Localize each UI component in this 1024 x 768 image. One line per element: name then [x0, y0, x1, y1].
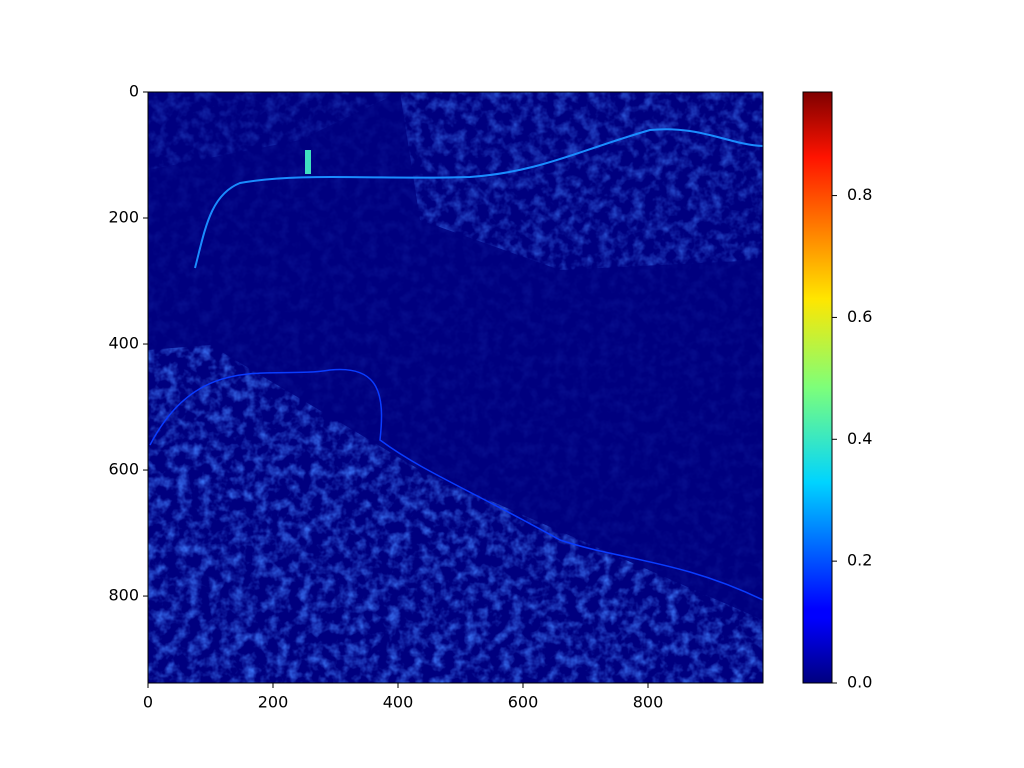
y-tick-label: 400 [108, 334, 139, 353]
x-tick-label: 800 [633, 693, 664, 712]
y-tick-label: 0 [129, 82, 139, 101]
x-tick-label: 200 [258, 693, 289, 712]
colorbar-tick-label: 0.0 [847, 673, 872, 692]
colorbar-tick-label: 0.2 [847, 551, 872, 570]
x-tick-label: 400 [383, 693, 414, 712]
colorbar-tick-label: 0.4 [847, 429, 872, 448]
colorbar [802, 91, 833, 684]
y-tick-label: 600 [108, 460, 139, 479]
colorbar-tick-label: 0.6 [847, 307, 872, 326]
y-tick-label: 200 [108, 208, 139, 227]
y-tick-label: 800 [108, 586, 139, 605]
colorbar-tick-label: 0.8 [847, 185, 872, 204]
x-tick-label: 600 [508, 693, 539, 712]
axes-frame [147, 91, 764, 684]
x-tick-label: 0 [143, 693, 153, 712]
heatmap-image [148, 92, 763, 683]
